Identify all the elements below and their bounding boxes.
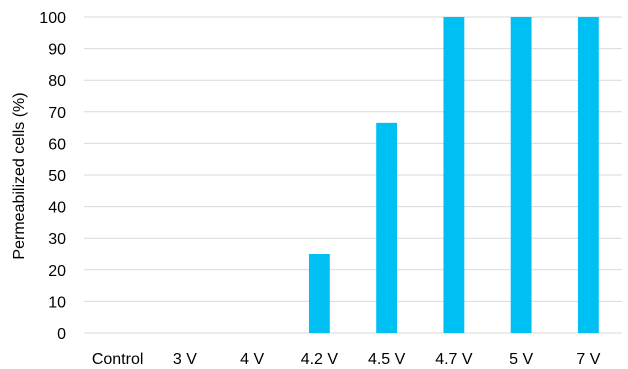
- x-tick-labels: Control 3 V 4 V 4.2 V 4.5 V 4.7 V 5 V 7 V: [92, 351, 601, 368]
- bar: [376, 122, 398, 333]
- y-tick-label: 90: [48, 42, 66, 59]
- y-tick-label: 20: [48, 263, 66, 280]
- x-tick-label: 5 V: [509, 351, 533, 368]
- bar: [308, 254, 330, 333]
- bar: [443, 17, 465, 333]
- x-tick-label: 3 V: [173, 351, 197, 368]
- bar: [577, 17, 599, 333]
- y-tick-label: 40: [48, 200, 66, 217]
- bar: [510, 17, 532, 333]
- y-tick-labels: 0 10 20 30 40 50 60 70 80 90 100: [39, 10, 66, 343]
- x-tick-label: 4.5 V: [368, 351, 406, 368]
- x-tick-label: 7 V: [576, 351, 600, 368]
- y-tick-label: 50: [48, 168, 66, 185]
- y-tick-label: 30: [48, 231, 66, 248]
- x-tick-label: Control: [92, 351, 144, 368]
- x-tick-label: 4.2 V: [301, 351, 339, 368]
- y-tick-label: 0: [57, 326, 66, 343]
- grid-lines: [84, 16, 622, 334]
- y-axis-title: Permeabilized cells (%): [11, 92, 28, 259]
- y-tick-label: 80: [48, 73, 66, 90]
- y-tick-label: 70: [48, 105, 66, 122]
- bars: [308, 17, 599, 333]
- y-tick-label: 60: [48, 136, 66, 153]
- y-tick-label: 100: [39, 10, 66, 27]
- y-tick-label: 10: [48, 294, 66, 311]
- x-tick-label: 4.7 V: [435, 351, 473, 368]
- x-tick-label: 4 V: [240, 351, 264, 368]
